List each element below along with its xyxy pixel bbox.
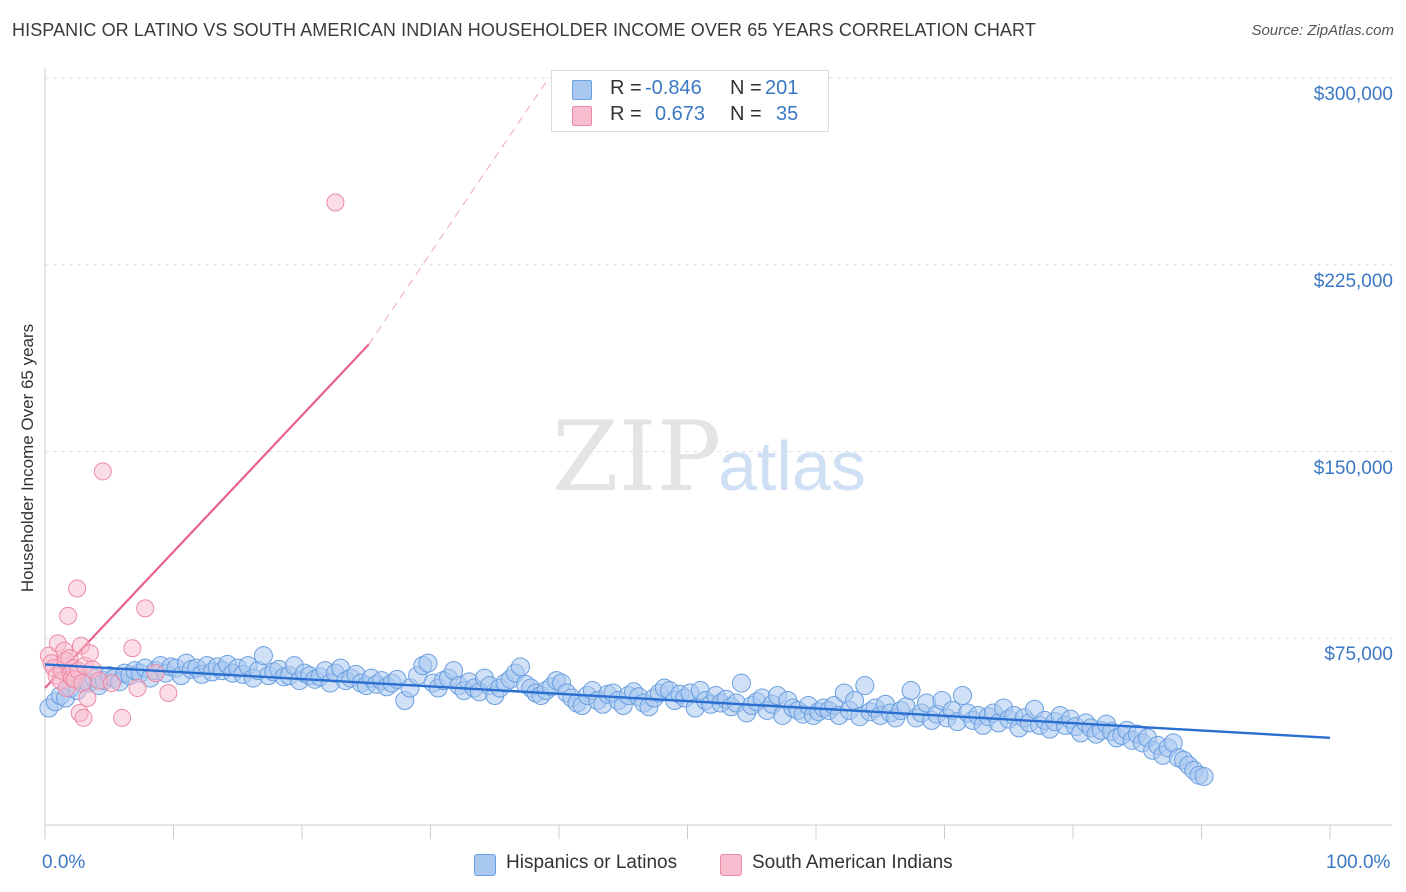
x-tick-label-max: 100.0% bbox=[1326, 852, 1391, 873]
legend-r-value: -0.846 bbox=[645, 77, 702, 99]
y-tick-label: $150,000 bbox=[1313, 457, 1393, 479]
stats-legend: R = -0.846 N = 201 R = 0.673 N = 35 bbox=[551, 70, 829, 132]
data-point-south-american bbox=[159, 684, 178, 703]
data-point-hispanic bbox=[418, 653, 438, 673]
data-point-south-american bbox=[59, 606, 78, 625]
data-point-south-american bbox=[80, 644, 99, 663]
data-point-south-american bbox=[123, 639, 142, 658]
data-point-hispanic bbox=[510, 657, 530, 677]
source-label: Source: ZipAtlas.com bbox=[1251, 22, 1394, 39]
bottom-legend-label: Hispanics or Latinos bbox=[506, 852, 678, 873]
data-point-south-american bbox=[128, 679, 147, 698]
watermark-zip: ZIP bbox=[552, 401, 721, 513]
data-point-south-american bbox=[78, 689, 97, 708]
data-point-south-american bbox=[102, 674, 121, 693]
bottom-legend-label: South American Indians bbox=[752, 852, 953, 873]
data-point-south-american bbox=[326, 193, 345, 212]
data-point-hispanic bbox=[952, 686, 972, 706]
data-point-hispanic bbox=[731, 673, 751, 693]
trend-line-south-american bbox=[44, 343, 370, 689]
watermark-atlas: atlas bbox=[718, 427, 866, 505]
bottom-legend-swatch-pink bbox=[720, 854, 742, 876]
data-point-hispanic bbox=[845, 691, 865, 710]
legend-n-value: 35 bbox=[776, 103, 799, 125]
bottom-legend-swatch-blue bbox=[474, 854, 496, 876]
y-axis-label: Householder Income Over 65 years bbox=[18, 323, 37, 593]
data-point-south-american bbox=[136, 599, 155, 618]
legend-swatch-pink bbox=[572, 106, 592, 126]
legend-n-label: N = bbox=[730, 103, 762, 125]
legend-n-value: 201 bbox=[765, 77, 799, 99]
legend-r-label: R = bbox=[610, 103, 642, 125]
legend-n-label: N = bbox=[730, 77, 762, 99]
y-tick-label: $75,000 bbox=[1324, 644, 1393, 666]
legend-swatch-blue bbox=[572, 80, 592, 100]
data-point-hispanic bbox=[1194, 766, 1214, 786]
data-point-south-american bbox=[93, 462, 112, 481]
x-tick-label-min: 0.0% bbox=[42, 852, 86, 873]
y-tick-label: $225,000 bbox=[1313, 270, 1393, 292]
legend-r-label: R = bbox=[610, 77, 642, 99]
data-point-hispanic bbox=[253, 646, 273, 666]
data-point-south-american bbox=[113, 708, 132, 727]
y-tick-label: $300,000 bbox=[1313, 84, 1393, 105]
trend-line-south-american-extension bbox=[368, 77, 550, 345]
data-point-south-american bbox=[74, 708, 93, 727]
data-point-south-american bbox=[146, 664, 165, 683]
legend-r-value: 0.673 bbox=[655, 103, 706, 125]
data-point-south-american bbox=[68, 579, 87, 598]
chart-title: HISPANIC OR LATINO VS SOUTH AMERICAN IND… bbox=[12, 20, 1036, 40]
data-point-hispanic bbox=[855, 676, 875, 696]
data-point-hispanic bbox=[901, 681, 921, 701]
trend-line-hispanic bbox=[44, 663, 1331, 740]
